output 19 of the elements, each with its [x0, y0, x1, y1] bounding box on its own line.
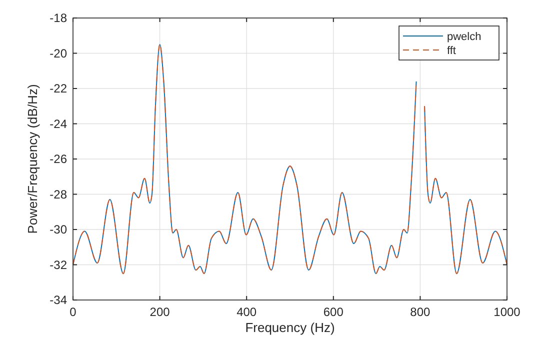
- y-tick-label: -32: [50, 258, 68, 272]
- x-tick-label: 800: [410, 305, 431, 319]
- legend-label: fft: [447, 45, 456, 57]
- y-tick-label: -18: [50, 11, 68, 25]
- y-tick-label: -26: [50, 152, 68, 166]
- y-tick-label: -28: [50, 187, 68, 202]
- x-axis-title: Frequency (Hz): [245, 320, 335, 335]
- y-tick-label: -24: [50, 116, 68, 131]
- x-tick-label: 400: [236, 305, 257, 319]
- y-tick-label: -22: [50, 82, 68, 96]
- y-axis-title: Power/Frequency (dB/Hz): [25, 84, 40, 234]
- x-tick-label: 600: [323, 305, 344, 319]
- y-tick-label: -20: [50, 46, 68, 60]
- y-tick-label: -30: [50, 222, 68, 236]
- x-tick-label: 200: [150, 305, 170, 319]
- y-tick-label: -34: [50, 293, 68, 307]
- x-tick-label: 0: [70, 305, 77, 319]
- legend-label: pwelch: [447, 31, 482, 43]
- x-tick-label: 1000: [494, 305, 521, 319]
